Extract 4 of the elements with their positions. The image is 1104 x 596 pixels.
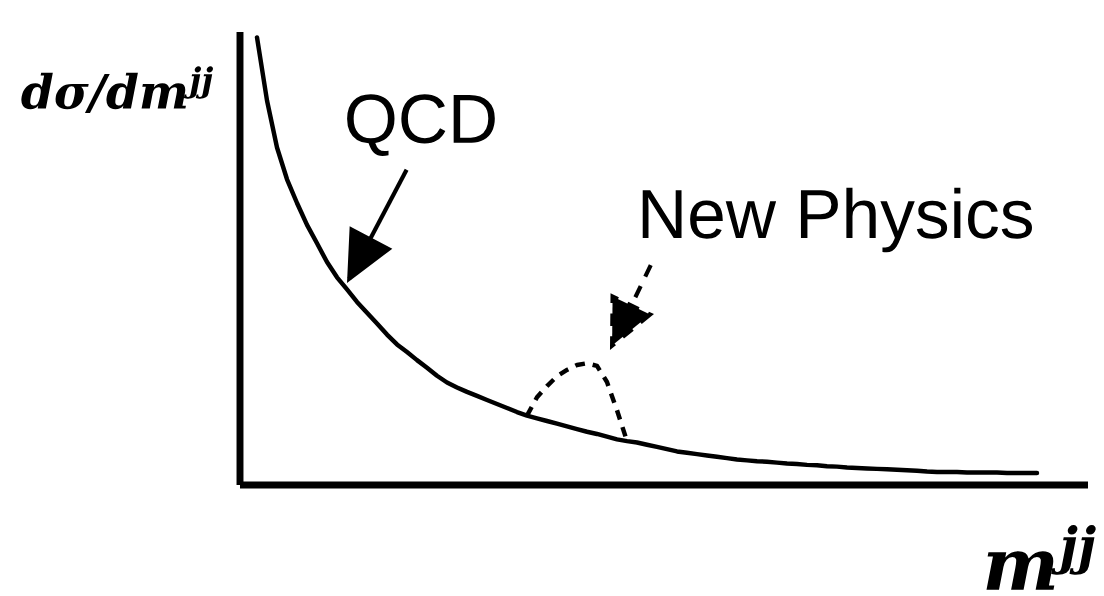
series-label: QCD xyxy=(347,94,495,156)
x-axis-title: m$^{jj}$ xyxy=(986,525,1096,590)
series-label: New Physics xyxy=(642,187,1032,253)
y-axis-title: dσ/dm$^{jj}$ xyxy=(21,66,213,113)
